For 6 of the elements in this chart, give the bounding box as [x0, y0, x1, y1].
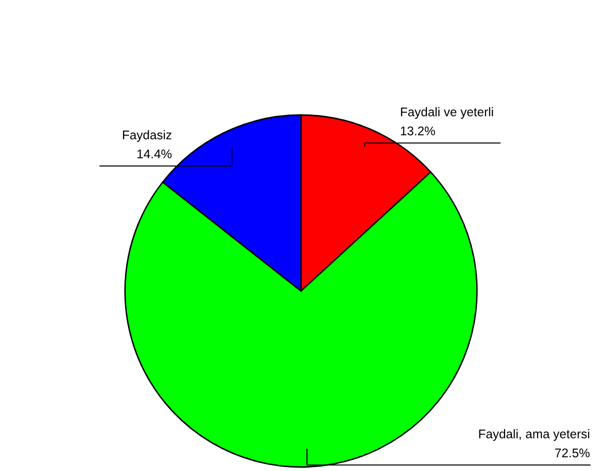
slice-label: Faydali, ama yetersi — [479, 429, 590, 441]
data-label: 13.2% — [400, 126, 435, 136]
data-label: 72.5% — [555, 448, 590, 458]
data-label: 14.4% — [138, 150, 172, 158]
slice-label: Faydali ve yeterli — [401, 107, 493, 119]
slice-label: Faydasiz — [123, 130, 172, 142]
